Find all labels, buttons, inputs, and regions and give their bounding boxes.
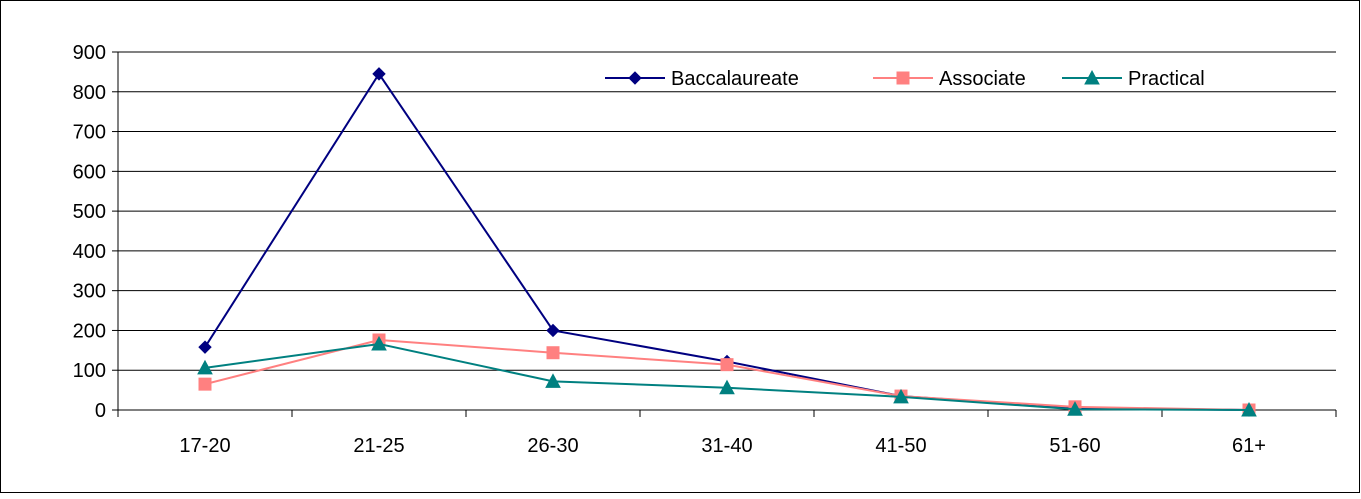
data-point-baccalaureate xyxy=(372,67,386,81)
y-tick-label: 600 xyxy=(73,161,106,183)
data-point-practical xyxy=(1241,401,1257,417)
data-point-associate xyxy=(720,358,734,372)
data-point-practical xyxy=(893,388,909,404)
legend-label: Associate xyxy=(939,68,1026,90)
data-point-practical xyxy=(197,359,213,375)
legend-item-practical: Practical xyxy=(1062,68,1205,90)
legend-label: Practical xyxy=(1128,68,1205,90)
x-tick-label: 21-25 xyxy=(353,435,404,457)
legend-marker xyxy=(896,71,910,85)
data-point-baccalaureate xyxy=(546,323,560,338)
x-tick-label: 17-20 xyxy=(179,435,230,457)
x-tick-label: 26-30 xyxy=(527,435,578,457)
gridlines xyxy=(118,51,1336,371)
legend: Baccalaureate Associate Practical xyxy=(605,68,1205,90)
y-tick-label: 300 xyxy=(73,281,106,303)
legend-label: Baccalaureate xyxy=(671,68,799,90)
y-tick-label: 400 xyxy=(73,241,106,263)
x-tick-label: 51-60 xyxy=(1049,435,1100,457)
y-tick-label: 500 xyxy=(73,201,106,223)
data-point-practical xyxy=(1067,401,1083,416)
data-point-baccalaureate xyxy=(198,340,212,354)
x-tick-label: 31-40 xyxy=(701,435,752,457)
data-point-practical xyxy=(545,373,561,388)
x-tick-label: 41-50 xyxy=(875,435,926,457)
y-tick-label: 800 xyxy=(73,82,106,104)
legend-marker xyxy=(628,71,642,85)
data-point-practical xyxy=(371,335,387,351)
data-point-practical xyxy=(719,379,735,395)
y-tick-labels: 0 100 200 300 400 500 600 700 800 900 xyxy=(73,42,106,422)
data-point-associate xyxy=(198,377,212,391)
y-tick-label: 0 xyxy=(95,400,106,422)
series-practical xyxy=(197,335,1257,417)
legend-marker xyxy=(1084,69,1100,85)
series-group xyxy=(197,67,1257,417)
x-tick-labels: 17-20 21-25 26-30 31-40 41-50 51-60 61+ xyxy=(179,435,1266,457)
data-point-associate xyxy=(546,346,560,360)
y-tick-label: 100 xyxy=(73,360,106,382)
y-tick-label: 200 xyxy=(73,320,106,342)
y-tick-label: 900 xyxy=(73,42,106,64)
legend-item-baccalaureate: Baccalaureate xyxy=(605,68,799,90)
y-tick-label: 700 xyxy=(73,122,106,144)
legend-item-associate: Associate xyxy=(873,68,1026,90)
x-tick-label: 61+ xyxy=(1232,435,1266,457)
